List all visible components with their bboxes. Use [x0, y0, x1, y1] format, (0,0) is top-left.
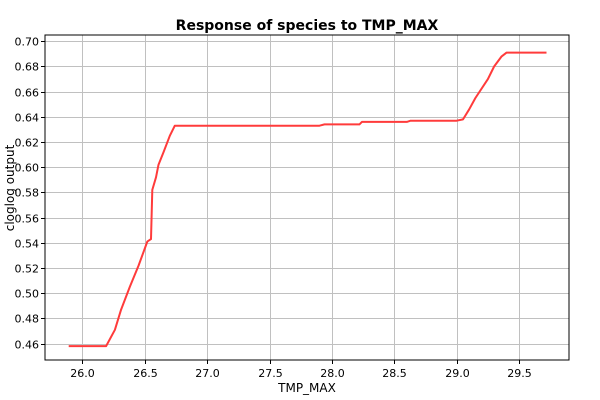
y-tick-label: 0.66	[15, 87, 40, 100]
chart-title: Response of species to TMP_MAX	[176, 18, 439, 34]
x-tick-label: 27.5	[258, 367, 283, 380]
y-tick-label: 0.64	[15, 112, 40, 125]
x-tick-label: 28.0	[320, 367, 345, 380]
series-lines	[68, 51, 547, 348]
y-tick-label: 0.58	[15, 187, 40, 200]
x-tick-label: 27.0	[195, 367, 220, 380]
y-tick-label: 0.56	[15, 213, 40, 226]
y-tick-label: 0.70	[15, 36, 40, 49]
x-axis-ticks: 26.0 26.5 27.0 27.5 28.0 28.5 29.0 29.5	[70, 360, 532, 380]
y-tick-label: 0.68	[15, 61, 40, 74]
plot-frame	[44, 34, 570, 361]
plot-area	[44, 34, 570, 361]
y-axis-ticks: 0.46 0.48 0.50 0.52 0.54 0.56 0.58 0.60 0.62 0.64…	[15, 36, 45, 352]
y-tick-label: 0.62	[15, 137, 40, 150]
y-axis-label: cloglog output	[3, 144, 17, 231]
grid-lines	[45, 35, 569, 360]
y-tick-label: 0.46	[15, 339, 40, 352]
x-axis-label: TMP_MAX	[277, 381, 336, 395]
x-tick-label: 28.5	[382, 367, 407, 380]
x-tick-label: 29.0	[445, 367, 470, 380]
x-tick-label: 26.5	[133, 367, 158, 380]
response-curve-line	[68, 51, 547, 348]
y-tick-label: 0.60	[15, 162, 40, 175]
y-tick-label: 0.50	[15, 288, 40, 301]
y-tick-label: 0.52	[15, 263, 40, 276]
x-tick-label: 29.5	[507, 367, 532, 380]
y-tick-label: 0.54	[15, 238, 40, 251]
y-tick-label: 0.48	[15, 313, 40, 326]
x-tick-label: 26.0	[70, 367, 95, 380]
